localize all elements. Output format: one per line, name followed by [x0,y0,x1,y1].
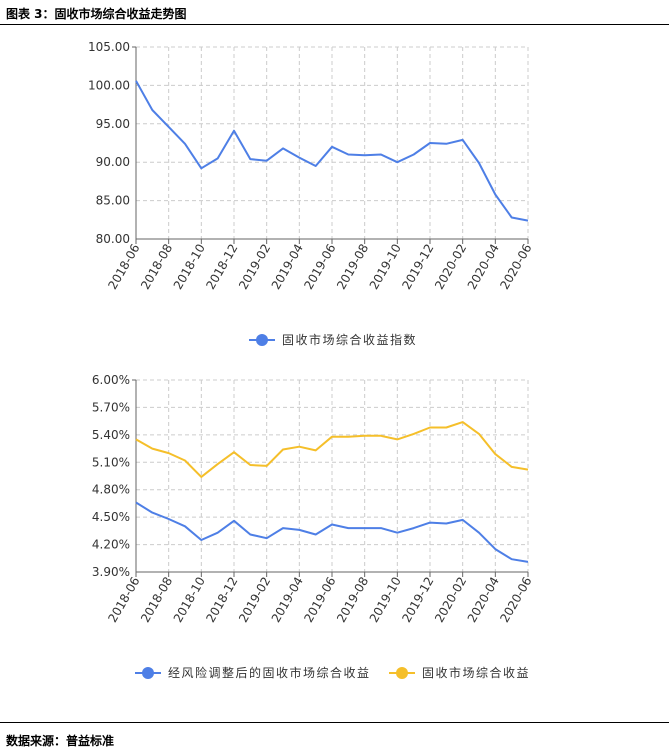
y-tick-label: 5.10% [92,455,130,469]
x-tick-label: 2018-10 [171,575,208,625]
x-tick-label: 2018-12 [203,575,240,625]
x-tick-label: 2019-06 [301,242,338,292]
y-tick-label: 3.90% [92,565,130,579]
series-line-1 [135,501,529,563]
legend-label: 固收市场综合收益指数 [282,332,417,347]
index-line-chart: 80.0085.0090.0095.00100.00105.002018-062… [88,40,535,347]
legend-label: 固收市场综合收益 [422,665,530,680]
x-tick-label: 2020-02 [432,241,469,291]
x-tick-label: 2018-10 [171,242,208,292]
yield-line-chart: 3.90% 4.20% 4.50% 4.80% 5.10% 5.40% 5.70% 6.00%… [92,373,535,680]
y-tick-label: 6.00% [92,373,130,387]
y-tick-label: 4.50% [92,510,130,524]
x-tick-label: 2019-02 [236,575,273,625]
x-tick-label: 2020-06 [497,575,534,625]
bottom-divider [0,722,669,723]
x-tick-label: 2020-06 [497,242,534,292]
x-tick-label: 2019-04 [269,575,306,625]
x-tick-label: 2019-02 [236,242,273,292]
y-tick-label: 4.20% [92,538,130,552]
figure-title: 图表 3：固收市场综合收益走势图 [6,7,187,21]
y-tick-label: 100.00 [88,78,130,92]
y-tick-label: 5.70% [92,400,130,414]
y-tick-label: 90.00 [96,155,130,169]
x-tick-label: 2018-08 [138,575,175,625]
data-source: 数据来源：普益标准 [6,734,115,748]
x-tick-label: 2019-10 [367,575,404,625]
y-tick-label: 5.40% [92,428,130,442]
x-tick-label: 2019-08 [334,242,371,292]
legend-label: 经风险调整后的固收市场综合收益 [168,665,371,680]
x-tick-label: 2019-08 [334,575,371,625]
x-tick-label: 2019-04 [269,242,306,292]
y-tick-label: 95.00 [96,117,130,131]
x-tick-label: 2020-04 [465,242,502,292]
top-divider [0,24,669,25]
y-tick-label: 4.80% [92,483,130,497]
x-tick-label: 2019-10 [367,242,404,292]
x-tick-label: 2018-06 [105,575,142,625]
x-tick-label: 2019-06 [301,575,338,625]
legend-marker [142,667,154,679]
series-line-1 [135,80,529,222]
x-tick-label: 2019-12 [399,575,436,625]
x-tick-label: 2018-12 [203,242,240,292]
legend-marker [256,334,268,346]
x-tick-label: 2020-02 [432,575,469,625]
x-tick-label: 2019-12 [399,242,436,292]
y-tick-label: 105.00 [88,40,130,54]
y-tick-label: 85.00 [96,194,130,208]
y-tick-label: 80.00 [96,232,130,246]
legend-marker [396,667,408,679]
x-tick-label: 2020-04 [465,575,502,625]
x-tick-label: 2018-06 [105,242,142,292]
x-tick-label: 2018-08 [138,242,175,292]
series-line-2 [135,421,529,478]
